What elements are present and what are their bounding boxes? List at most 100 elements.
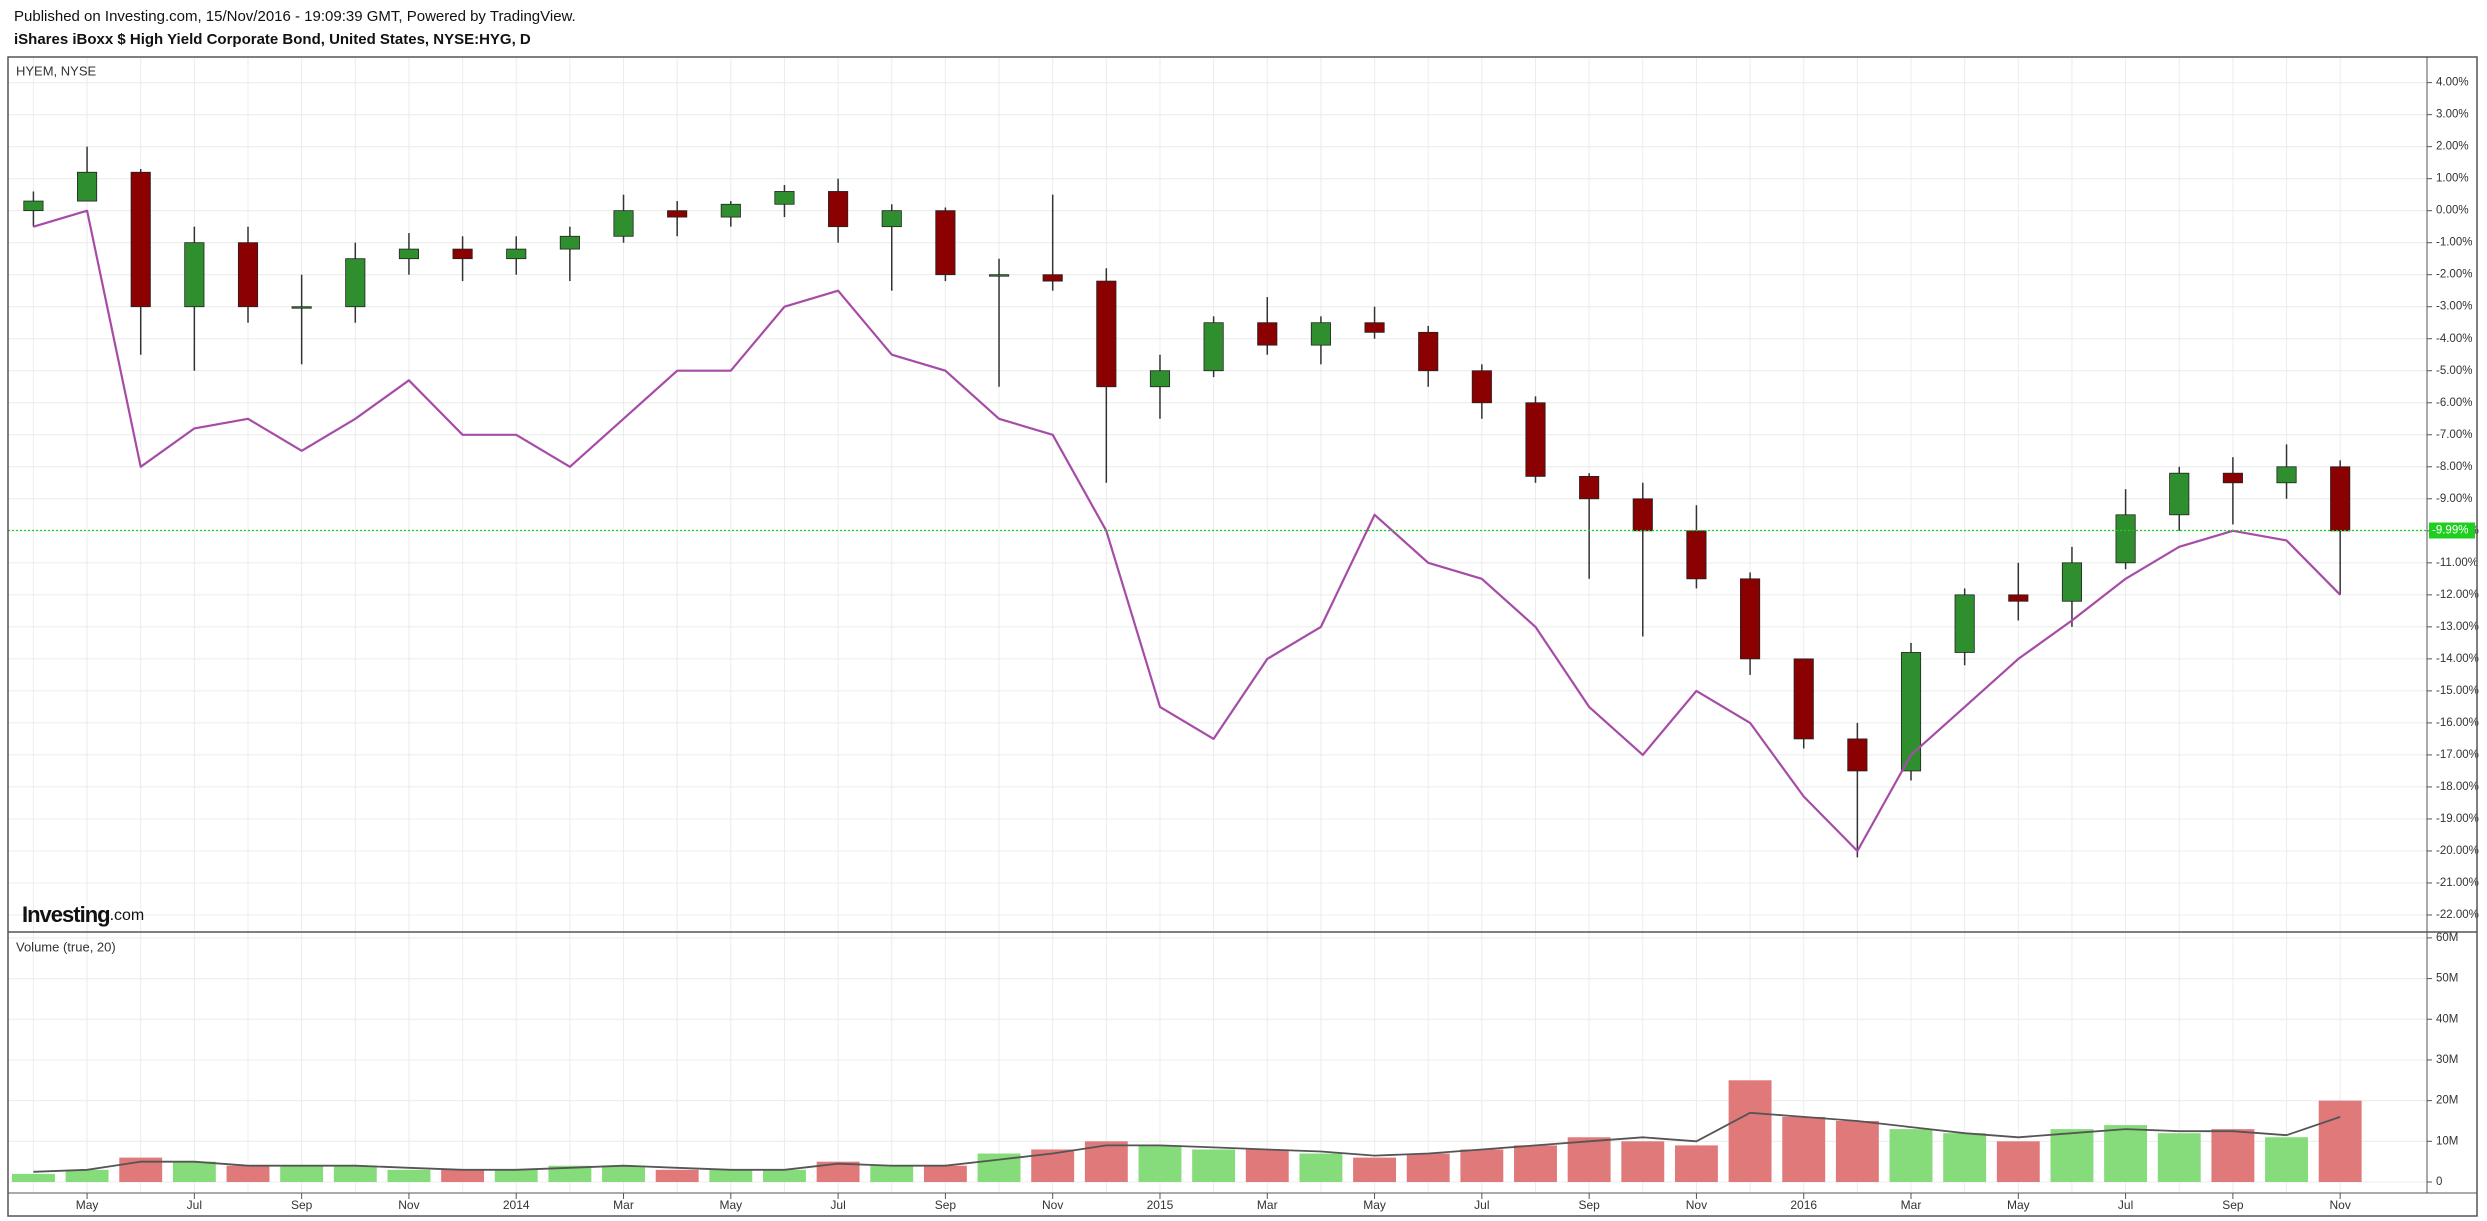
y-tick-label: -2.00% bbox=[2436, 269, 2472, 281]
y-tick-label: -20.00% bbox=[2436, 845, 2479, 857]
candle-body bbox=[988, 274, 1010, 277]
volume-bar bbox=[2211, 1129, 2255, 1183]
x-tick-label: Mar bbox=[613, 1198, 634, 1212]
y-tick-label: -19.00% bbox=[2436, 813, 2479, 825]
y-tick-label: -11.00% bbox=[2436, 557, 2478, 569]
y-tick-label: 4.00% bbox=[2436, 77, 2469, 89]
logo-brand: Investing bbox=[22, 902, 110, 927]
y-tick-label: -7.00% bbox=[2436, 429, 2472, 441]
volume-bar bbox=[1943, 1133, 1987, 1183]
x-tick-label: May bbox=[76, 1198, 99, 1212]
volume-bar bbox=[1621, 1141, 1665, 1183]
candle-body bbox=[2115, 514, 2136, 564]
candle-body bbox=[1579, 475, 1600, 500]
candle-body bbox=[2222, 472, 2243, 484]
volume-bar bbox=[65, 1169, 109, 1183]
candle-body bbox=[2330, 466, 2351, 532]
logo-suffix: .com bbox=[110, 907, 145, 924]
candle-body bbox=[237, 242, 259, 308]
volume-bar bbox=[816, 1161, 860, 1183]
line-series bbox=[33, 209, 2341, 853]
volume-bar bbox=[1567, 1137, 1611, 1183]
y-tick-label: 1.00% bbox=[2436, 173, 2469, 185]
y-tick-label: 3.00% bbox=[2436, 109, 2469, 121]
price-label: -9.99% bbox=[2432, 525, 2468, 537]
y-tick-label: -3.00% bbox=[2436, 301, 2472, 313]
candle-body bbox=[2061, 562, 2083, 602]
volume-bar bbox=[172, 1161, 216, 1183]
x-tick-label: Mar bbox=[1257, 1198, 1278, 1212]
x-tick-label: 2015 bbox=[1147, 1198, 1174, 1212]
volume-bar bbox=[2318, 1100, 2362, 1183]
y-tick-label: 10M bbox=[2436, 1135, 2458, 1147]
volume-bar bbox=[2157, 1133, 2201, 1183]
frame bbox=[7, 56, 2478, 1217]
candle-body bbox=[1740, 578, 1761, 660]
candle-body bbox=[881, 210, 902, 228]
volume-bar bbox=[870, 1165, 914, 1183]
series-label: HYEM, NYSE bbox=[16, 63, 97, 78]
volume-bar bbox=[1674, 1145, 1718, 1183]
y-tick-label: -18.00% bbox=[2436, 781, 2479, 793]
candle-body bbox=[774, 191, 795, 205]
candle-body bbox=[77, 171, 98, 202]
candle-body bbox=[506, 248, 527, 260]
y-tick-label: 0 bbox=[2436, 1176, 2442, 1188]
candle-body bbox=[1096, 280, 1117, 388]
y-tick-label: 20M bbox=[2436, 1095, 2458, 1107]
y-tick-label: -1.00% bbox=[2436, 237, 2472, 249]
candle-body bbox=[1471, 370, 1492, 404]
volume-bar bbox=[2265, 1137, 2308, 1183]
candle-body bbox=[1257, 322, 1278, 346]
volume-bar bbox=[333, 1165, 377, 1183]
candle-body bbox=[1149, 370, 1171, 388]
volume-bar bbox=[1460, 1149, 1504, 1183]
candle-body bbox=[452, 248, 473, 260]
x-tick-label: May bbox=[1363, 1198, 1386, 1212]
volume-bar bbox=[763, 1169, 806, 1183]
y-tick-label: 50M bbox=[2436, 973, 2458, 985]
x-tick-label: Sep bbox=[291, 1198, 313, 1212]
volume-bar bbox=[1138, 1145, 1182, 1183]
volume-bar bbox=[1996, 1141, 2040, 1183]
y-tick-label: -14.00% bbox=[2436, 653, 2479, 665]
y-tick-label: 30M bbox=[2436, 1054, 2458, 1066]
candle-body bbox=[1203, 322, 1224, 372]
candle-body bbox=[1632, 498, 1653, 532]
candle-body bbox=[828, 191, 849, 228]
x-tick-label: Nov bbox=[2330, 1198, 2351, 1212]
candle-body bbox=[184, 242, 205, 308]
line-series bbox=[33, 1111, 2341, 1173]
volume-bar bbox=[1889, 1129, 1933, 1183]
volume-bar bbox=[1514, 1145, 1557, 1183]
y-tick-label: -21.00% bbox=[2436, 877, 2479, 889]
candle-body bbox=[398, 248, 419, 260]
volume-bar bbox=[923, 1165, 967, 1183]
volume-bar bbox=[655, 1169, 699, 1183]
x-tick-label: Jul bbox=[1474, 1198, 1489, 1212]
x-tick-label: Sep bbox=[2222, 1198, 2244, 1212]
x-tick-label: Nov bbox=[398, 1198, 419, 1212]
volume-bar bbox=[709, 1169, 753, 1183]
volume-bar bbox=[548, 1165, 592, 1183]
y-tick-label: -13.00% bbox=[2436, 621, 2479, 633]
logo: Investing.com bbox=[22, 902, 144, 927]
candle-body bbox=[720, 203, 741, 218]
x-tick-label: 2014 bbox=[503, 1198, 530, 1212]
candle-body bbox=[2008, 594, 2029, 602]
x-tick-label: Sep bbox=[1578, 1198, 1600, 1212]
volume-bar bbox=[11, 1173, 55, 1183]
volume-bar bbox=[1245, 1149, 1289, 1183]
volume-bar bbox=[1299, 1153, 1343, 1183]
y-tick-label: 2.00% bbox=[2436, 141, 2469, 153]
x-tick-label: Jul bbox=[2118, 1198, 2133, 1212]
x-tick-label: Sep bbox=[935, 1198, 957, 1212]
y-tick-label: -6.00% bbox=[2436, 397, 2472, 409]
volume-bar bbox=[2050, 1129, 2094, 1183]
candle-body bbox=[23, 200, 44, 212]
candle-body bbox=[1900, 652, 1922, 772]
candle-body bbox=[667, 210, 688, 218]
y-tick-label: 60M bbox=[2436, 932, 2458, 944]
